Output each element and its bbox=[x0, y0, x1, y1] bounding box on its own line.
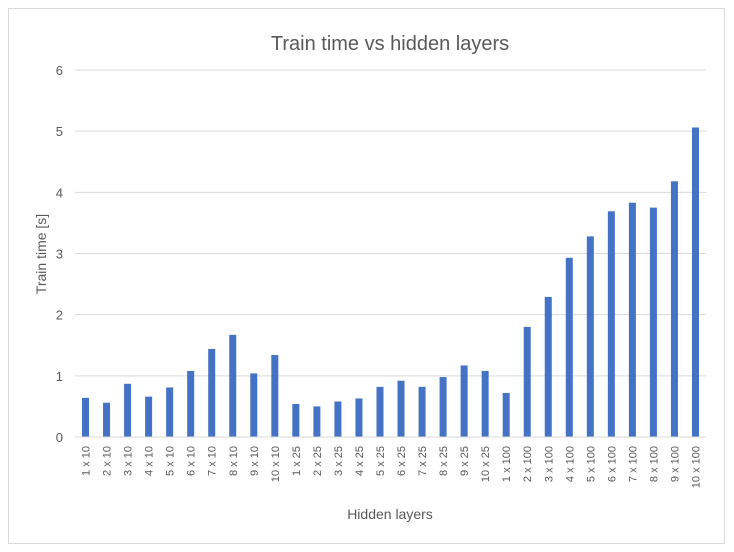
bar bbox=[523, 326, 531, 437]
bar bbox=[649, 207, 657, 437]
bars bbox=[82, 127, 699, 437]
x-tick-label: 8 x 25 bbox=[438, 446, 450, 476]
x-tick-label: 1 x 25 bbox=[291, 446, 303, 476]
bar bbox=[376, 386, 384, 437]
x-tick-label: 1 x 100 bbox=[501, 446, 513, 482]
bar bbox=[544, 296, 552, 437]
bar bbox=[208, 348, 216, 437]
bar bbox=[586, 236, 594, 437]
bar bbox=[103, 402, 111, 437]
bar bbox=[670, 181, 678, 437]
bar bbox=[334, 401, 342, 437]
bar bbox=[313, 406, 321, 437]
x-tick-label: 6 x 25 bbox=[396, 446, 408, 476]
x-tick-label: 10 x 25 bbox=[480, 446, 492, 482]
x-tick-label: 7 x 10 bbox=[207, 446, 219, 476]
bar bbox=[292, 403, 300, 437]
bar bbox=[691, 127, 699, 437]
x-tick-label: 5 x 25 bbox=[375, 446, 387, 476]
bar bbox=[418, 386, 426, 437]
y-axis-ticks: 0 1 2 3 4 5 6 bbox=[56, 63, 63, 445]
x-tick-label: 10 x 100 bbox=[690, 446, 702, 488]
bar bbox=[124, 383, 132, 437]
gridlines bbox=[75, 69, 706, 377]
x-tick-label: 9 x 100 bbox=[669, 446, 681, 482]
bar bbox=[271, 355, 279, 437]
x-tick-label: 4 x 10 bbox=[144, 446, 156, 476]
bar bbox=[229, 334, 237, 437]
x-tick-label: 4 x 100 bbox=[564, 446, 576, 482]
y-tick-label: 3 bbox=[56, 247, 63, 262]
bar bbox=[187, 370, 195, 437]
x-tick-label: 6 x 10 bbox=[186, 446, 198, 476]
bar bbox=[82, 397, 90, 437]
bar bbox=[565, 257, 573, 437]
y-tick-label: 6 bbox=[56, 63, 63, 78]
x-tick-label: 5 x 10 bbox=[165, 446, 177, 476]
x-tick-label: 2 x 100 bbox=[522, 446, 534, 482]
x-tick-label: 9 x 25 bbox=[459, 446, 471, 476]
y-tick-label: 2 bbox=[56, 308, 63, 323]
x-tick-label: 10 x 10 bbox=[270, 446, 282, 482]
x-tick-label: 8 x 10 bbox=[228, 446, 240, 476]
x-tick-label: 6 x 100 bbox=[606, 446, 618, 482]
bar bbox=[607, 211, 615, 437]
x-tick-label: 8 x 100 bbox=[648, 446, 660, 482]
y-axis-label: Train time [s] bbox=[33, 214, 49, 294]
bar bbox=[460, 365, 468, 437]
bar bbox=[145, 396, 153, 437]
y-tick-label: 4 bbox=[56, 185, 63, 200]
y-tick-label: 5 bbox=[56, 124, 63, 139]
x-tick-label: 5 x 100 bbox=[585, 446, 597, 482]
x-tick-label: 3 x 25 bbox=[333, 446, 345, 476]
bar bbox=[250, 373, 258, 437]
bar bbox=[397, 380, 405, 437]
y-tick-label: 1 bbox=[56, 369, 63, 384]
bar bbox=[439, 377, 447, 437]
chart-title: Train time vs hidden layers bbox=[271, 33, 509, 55]
x-tick-label: 4 x 25 bbox=[354, 446, 366, 476]
x-tick-label: 3 x 100 bbox=[543, 446, 555, 482]
bar bbox=[502, 392, 510, 437]
bar bbox=[355, 398, 363, 437]
x-tick-label: 2 x 25 bbox=[312, 446, 324, 476]
bar bbox=[481, 370, 489, 437]
chart-frame bbox=[8, 8, 725, 544]
x-tick-label: 7 x 25 bbox=[417, 446, 429, 476]
x-tick-label: 7 x 100 bbox=[627, 446, 639, 482]
x-axis-ticks: 1 x 10 2 x 10 3 x 10 4 x 10 5 x 10 6 x 10 7 x … bbox=[81, 446, 703, 488]
x-axis-label: Hidden layers bbox=[347, 506, 433, 522]
bar bbox=[166, 387, 174, 437]
y-tick-label: 0 bbox=[56, 430, 63, 445]
bar bbox=[628, 202, 636, 437]
x-tick-label: 1 x 10 bbox=[81, 446, 93, 476]
x-tick-label: 9 x 10 bbox=[249, 446, 261, 476]
x-tick-label: 2 x 10 bbox=[102, 446, 114, 476]
x-tick-label: 3 x 10 bbox=[123, 446, 135, 476]
